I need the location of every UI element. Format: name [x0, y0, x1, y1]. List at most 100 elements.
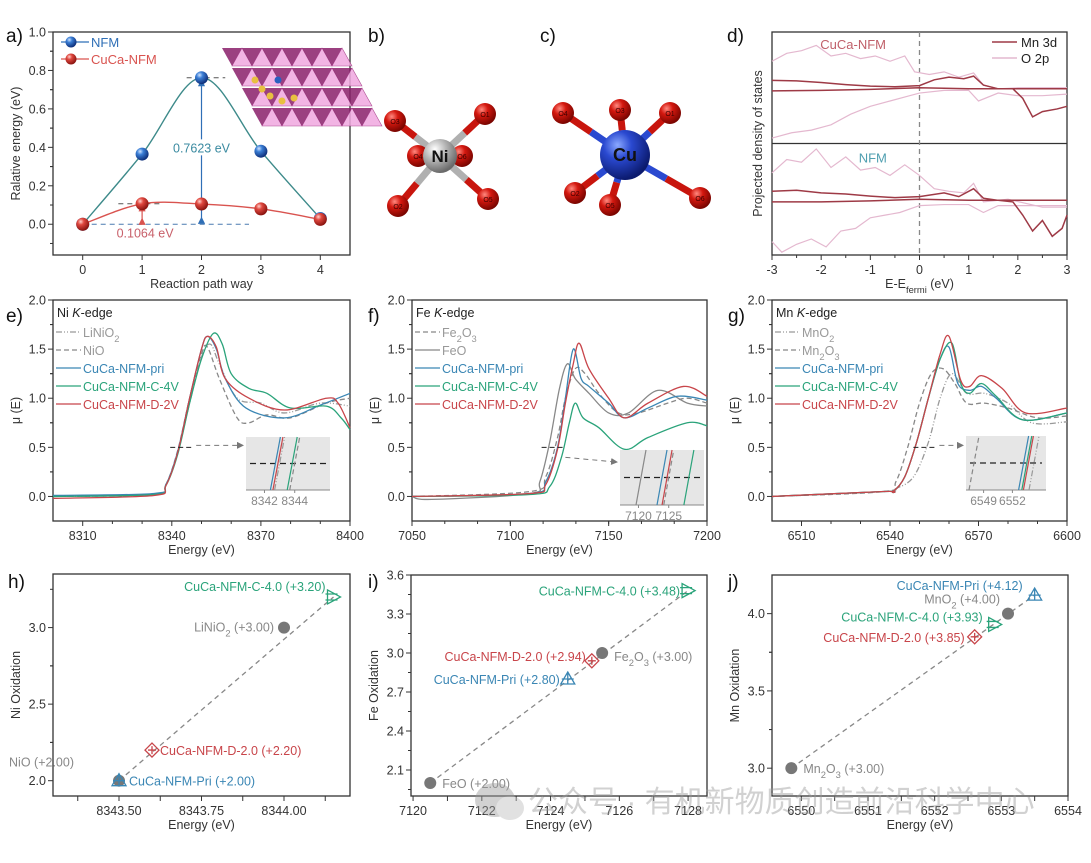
point-label: CuCa-NFM-Pri (+2.00) — [129, 775, 255, 789]
panel-letter: d) — [727, 26, 744, 47]
x-tick-label: 7126 — [605, 804, 633, 818]
sample-point-diamond — [144, 742, 160, 758]
pdos-Mn-3d-up — [771, 187, 1068, 238]
octahedron — [232, 68, 252, 86]
x-axis-label: Energy (eV) — [168, 818, 235, 832]
inset-edge-line — [1028, 435, 1040, 491]
octahedron — [302, 48, 322, 66]
x-tick-label: 1 — [965, 263, 972, 277]
legend-label: CuCa-NFM-pri — [802, 362, 883, 376]
octahedron — [322, 88, 342, 106]
oxygen-atom — [599, 194, 621, 216]
y-axis-label: Ni Oxidation — [9, 651, 23, 719]
y-tick-label: 0.0 — [748, 490, 765, 504]
octahedron — [242, 88, 262, 106]
octahedron — [352, 108, 372, 126]
oxygen-atom — [451, 145, 473, 167]
panel-j: j) 6550 6551 6552 6553 6554 3.0 3.5 4.0 Energy (e… — [727, 572, 1082, 832]
legend-label: CuCa-NFM-C-4V — [802, 380, 899, 394]
octahedron — [331, 47, 353, 67]
x-tick-label: 2 — [1014, 263, 1021, 277]
octahedron — [292, 108, 312, 126]
legend-marker — [65, 36, 77, 48]
y-tick-label: 1.0 — [29, 26, 46, 40]
data-point-NFM — [195, 71, 208, 85]
watermark: 公众号 · 有机新物质创造前沿科学中心 — [475, 783, 1035, 820]
octahedron — [292, 68, 312, 86]
legend-label: CuCa-NFM-pri — [83, 362, 164, 376]
oxygen-label: O6 — [457, 154, 466, 161]
y-tick-label: 2.0 — [748, 294, 765, 308]
oxygen-label: O2 — [393, 204, 402, 211]
oxygen-atom — [659, 102, 681, 124]
watermark-text: 公众号 · 有机新物质创造前沿科学中心 — [528, 786, 1035, 819]
reference-point — [278, 621, 290, 634]
x-axis-label: Energy (eV) — [886, 543, 953, 557]
x-axis-label: E-Efermi (eV) — [885, 277, 954, 295]
panel-a: a) 0 1 2 3 4 0.0 0.2 0.4 0.6 0.8 1.0 Reaction path w… — [6, 26, 383, 291]
y-tick-label: 0.4 — [29, 141, 46, 155]
legend-label: MnO2 — [802, 326, 834, 344]
cuca-barrier-label: 0.1064 eV — [117, 227, 175, 241]
x-tick-label: 6552 — [921, 804, 949, 818]
x-tick-label: 7122 — [468, 804, 496, 818]
data-point-CuCa-NFM — [76, 217, 90, 231]
oxygen-atom — [407, 145, 429, 167]
legend-label: CuCa-NFM-D-2V — [802, 398, 899, 412]
metal-atom-Cu — [600, 130, 650, 180]
figure-panels: a) 0 1 2 3 4 0.0 0.2 0.4 0.6 0.8 1.0 Reaction path w… — [6, 26, 1082, 833]
inset-tick-label: 6549 — [970, 494, 997, 508]
spectrum-Fe2O3 — [411, 366, 708, 498]
panel-g: g) 6510 6540 6570 6600 0.0 0.5 1.0 1.5 2.0 Energy … — [728, 294, 1081, 558]
octahedron — [242, 48, 262, 66]
y-tick-label: 1.5 — [388, 343, 405, 357]
point-label: CuCa-NFM-D-2.0 (+2.20) — [160, 744, 301, 758]
y-tick-label: 2.0 — [29, 294, 46, 308]
inset-edge-line — [661, 449, 673, 506]
point-label: FeO (+2.00) — [442, 777, 510, 791]
x-tick-label: 0 — [916, 263, 923, 277]
label-background — [166, 139, 237, 156]
legend-label: FeO — [442, 344, 467, 358]
x-tick-label: 7120 — [399, 804, 427, 818]
oxygen-atom — [477, 188, 499, 210]
inset-edge-line — [272, 436, 284, 491]
sample-point-diamond — [583, 652, 600, 669]
oxygen-atom — [387, 195, 409, 217]
x-axis-label: Energy (eV) — [526, 818, 593, 832]
edge-zoom-inset: 8342 8344 — [246, 436, 330, 508]
legend-label: NiO — [83, 344, 105, 358]
octahedron — [351, 87, 373, 107]
inset-edge-line — [286, 436, 298, 491]
octahedron — [341, 67, 363, 87]
x-tick-label: 1 — [139, 263, 146, 277]
panel-d: d) -3 -2 -1 0 1 2 3 E-Efermi (eV) Projected densi… — [727, 26, 1071, 295]
inset-edge-line — [274, 436, 286, 491]
metal-atom-label: Ni — [432, 147, 449, 166]
x-axis-label: Reaction path way — [150, 277, 254, 291]
data-point-CuCa-NFM — [254, 202, 268, 216]
spectrum-CuCa-NFM-pri — [411, 348, 708, 498]
zoom-arrow — [565, 456, 618, 466]
y-tick-label: 3.0 — [29, 621, 46, 635]
reference-point — [785, 762, 798, 775]
legend-label: CuCa-NFM — [91, 52, 157, 67]
point-label: CuCa-NFM-Pri (+4.12) — [897, 579, 1023, 593]
octahedron — [332, 68, 352, 86]
legend-label: CuCa-NFM-C-4V — [442, 380, 539, 394]
point-label: Fe2O3 (+3.00) — [614, 650, 692, 668]
spectrum-CuCa-NFM-D-2V — [52, 335, 351, 500]
ion-atom — [278, 97, 286, 105]
y-tick-label: 0.5 — [388, 441, 405, 455]
subpanel-label: NFM — [859, 151, 887, 166]
octahedron — [222, 48, 242, 66]
x-tick-label: 6553 — [987, 804, 1015, 818]
y-tick-label: 0.8 — [29, 64, 46, 78]
y-tick-label: 2.7 — [387, 686, 404, 700]
x-tick-label: 7100 — [496, 529, 524, 543]
y-tick-label: 3.6 — [387, 569, 404, 583]
y-tick-label: 0.0 — [388, 490, 405, 504]
panel-letter: i) — [368, 572, 379, 593]
octahedron — [302, 88, 322, 106]
data-point-CuCa-NFM — [135, 197, 149, 211]
